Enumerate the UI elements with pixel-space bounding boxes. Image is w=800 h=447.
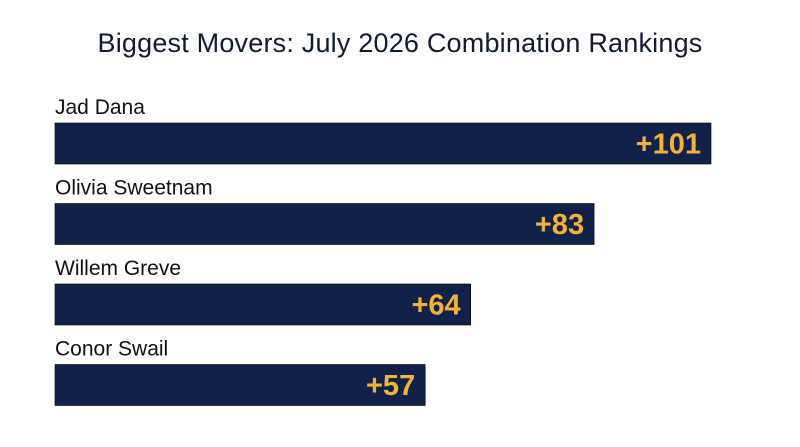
bar-value-label: +101: [636, 129, 701, 161]
chart-title: Biggest Movers: July 2026 Combination Ra…: [97, 28, 703, 58]
bar: [54, 203, 595, 245]
category-label: Willem Greve: [55, 257, 181, 280]
category-label: Jad Dana: [55, 96, 145, 119]
bar: [54, 364, 426, 406]
category-label: Conor Swail: [55, 338, 168, 361]
bar-value-label: +64: [411, 290, 460, 322]
category-label: Olivia Sweetnam: [55, 177, 213, 200]
bar: [54, 283, 471, 326]
bar-value-label: +57: [366, 370, 415, 402]
bar-value-label: +83: [535, 209, 584, 241]
bar: [54, 122, 712, 165]
